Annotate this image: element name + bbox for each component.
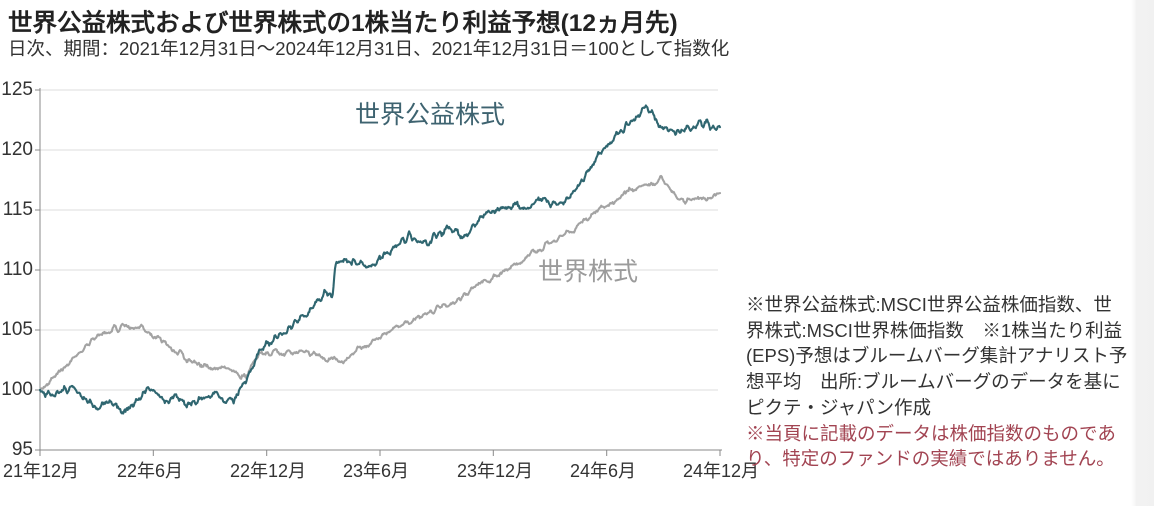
svg-text:100: 100 <box>1 379 33 400</box>
svg-text:世界株式: 世界株式 <box>538 258 638 286</box>
svg-text:125: 125 <box>1 79 33 100</box>
svg-text:95: 95 <box>12 439 33 460</box>
svg-text:世界公益株式: 世界公益株式 <box>355 101 505 129</box>
svg-text:115: 115 <box>3 199 33 220</box>
svg-text:22年6月: 22年6月 <box>117 461 183 481</box>
svg-text:120: 120 <box>1 139 33 160</box>
svg-text:105: 105 <box>1 319 33 340</box>
svg-text:110: 110 <box>3 259 33 280</box>
svg-text:23年12月: 23年12月 <box>457 461 533 481</box>
svg-text:22年12月: 22年12月 <box>230 461 306 481</box>
svg-text:24年6月: 24年6月 <box>570 461 636 481</box>
svg-text:23年6月: 23年6月 <box>343 461 409 481</box>
svg-text:21年12月: 21年12月 <box>3 461 79 481</box>
